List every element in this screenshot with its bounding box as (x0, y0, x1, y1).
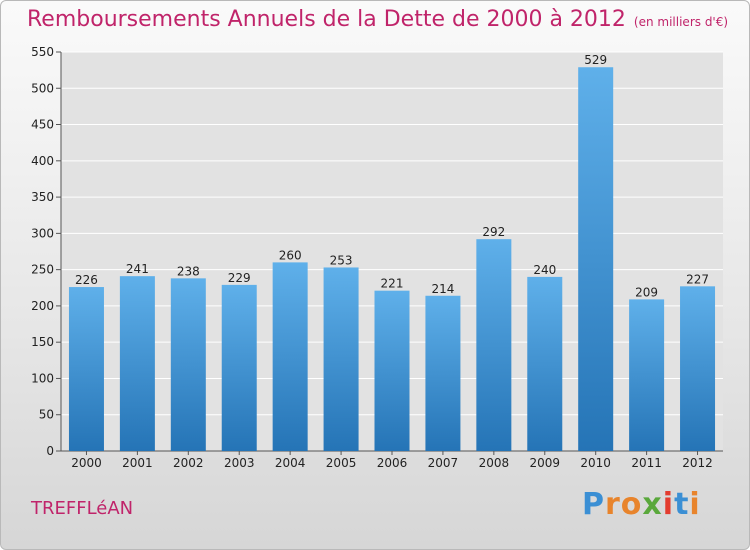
x-tick-label: 2012 (682, 456, 713, 470)
brand-letter: i (662, 487, 675, 522)
bar (170, 278, 206, 451)
x-tick-label: 2000 (71, 456, 102, 470)
data-label: 214 (431, 282, 454, 296)
y-tick-label: 250 (31, 263, 54, 277)
x-tick-label: 2009 (529, 456, 560, 470)
bar (425, 295, 461, 451)
data-label: 292 (482, 225, 505, 239)
y-tick-label: 50 (39, 408, 54, 422)
data-label: 226 (75, 273, 98, 287)
y-tick-label: 100 (31, 371, 54, 385)
brand-letter: o (620, 487, 643, 522)
x-tick-label: 2011 (631, 456, 662, 470)
y-tick-label: 550 (31, 45, 54, 59)
bar (323, 267, 359, 451)
bar (578, 67, 614, 451)
y-tick-label: 300 (31, 226, 54, 240)
data-label: 209 (635, 285, 658, 299)
bar (221, 284, 257, 451)
data-label: 241 (126, 262, 149, 276)
brand-letter: x (642, 487, 663, 522)
brand-letter: r (605, 487, 621, 522)
bar (272, 262, 308, 451)
data-label: 229 (228, 271, 251, 285)
x-tick-label: 2001 (122, 456, 153, 470)
brand-letter: t (674, 487, 690, 522)
data-label: 221 (381, 277, 404, 291)
brand-letter: P (582, 487, 605, 522)
x-tick-label: 2002 (173, 456, 204, 470)
x-tick-label: 2003 (224, 456, 255, 470)
bar (527, 276, 563, 451)
x-tick-label: 2006 (377, 456, 408, 470)
y-tick-label: 400 (31, 154, 54, 168)
chart-title-text: Remboursements Annuels de la Dette de 20… (27, 7, 626, 32)
brand-logo: Proxiti (582, 487, 701, 522)
data-label: 238 (177, 264, 200, 278)
y-tick-label: 0 (46, 444, 54, 458)
bar (374, 290, 410, 451)
x-tick-label: 2008 (479, 456, 510, 470)
data-label: 529 (584, 53, 607, 67)
bar (629, 299, 665, 451)
brand-letter: i (689, 487, 701, 522)
y-tick-label: 200 (31, 299, 54, 313)
y-tick-label: 450 (31, 118, 54, 132)
unit-note: (en milliers d'€) (633, 15, 729, 29)
y-tick-label: 500 (31, 81, 54, 95)
bar (680, 286, 716, 451)
data-label: 240 (533, 263, 556, 277)
x-tick-label: 2004 (275, 456, 306, 470)
bar (476, 239, 512, 451)
data-label: 260 (279, 248, 302, 262)
chart-title: Remboursements Annuels de la Dette de 20… (27, 7, 728, 32)
x-tick-label: 2007 (428, 456, 459, 470)
y-tick-label: 150 (31, 335, 54, 349)
bar (68, 287, 104, 451)
x-tick-label: 2005 (326, 456, 357, 470)
data-label: 253 (330, 253, 353, 267)
y-tick-label: 350 (31, 190, 54, 204)
town-name: TREFFLéAN (31, 498, 134, 519)
x-tick-label: 2010 (580, 456, 611, 470)
data-label: 227 (686, 272, 709, 286)
bar (119, 276, 155, 451)
